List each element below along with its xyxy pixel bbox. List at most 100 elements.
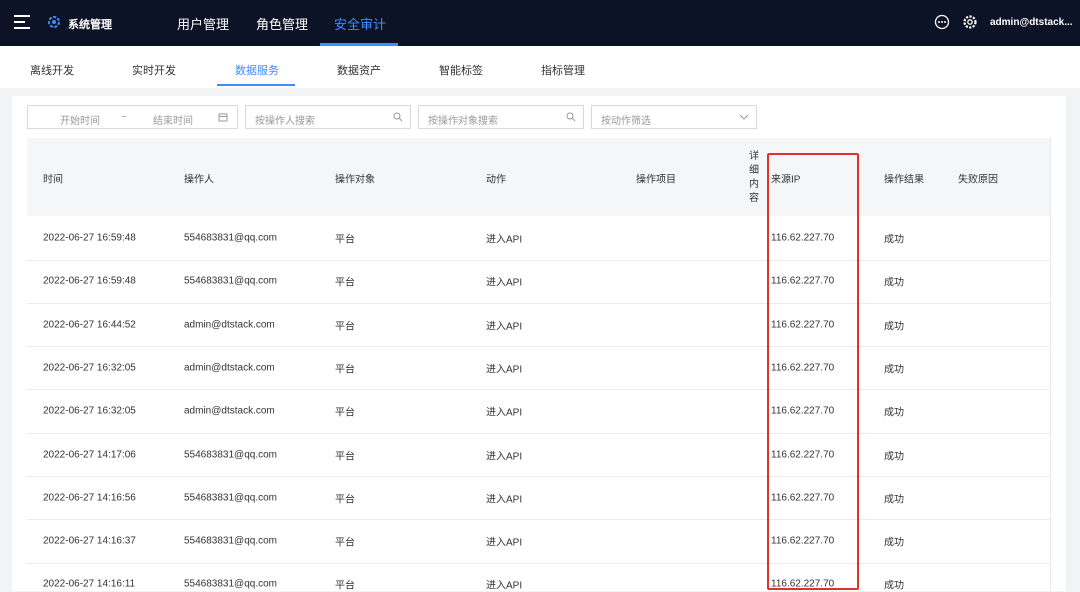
cell: 平台 — [335, 537, 355, 549]
highlight-box — [767, 153, 859, 590]
cell: 2022-06-27 16:32:05 — [43, 405, 136, 417]
column-header: 时间 — [43, 174, 63, 186]
cell: 进入API — [486, 277, 523, 289]
cell: 平台 — [335, 234, 355, 246]
cell: 554683831@qq.com — [184, 578, 277, 590]
cell: 成功 — [884, 580, 904, 592]
nav-underline — [320, 43, 398, 46]
row-divider — [27, 476, 1050, 477]
cell: 平台 — [335, 277, 355, 289]
settings-icon[interactable] — [962, 14, 978, 30]
cell: 116.62.227.70 — [771, 232, 835, 244]
nav-item-active[interactable]: 安全审计 — [334, 17, 387, 32]
start-placeholder: 开始时间 — [60, 116, 100, 127]
cell: 116.62.227.70 — [771, 578, 835, 590]
target-search[interactable]: 按操作对象搜索 — [418, 105, 584, 129]
menu-icon[interactable] — [14, 15, 30, 29]
nav-item[interactable]: 用户管理 — [177, 17, 230, 32]
cell: 116.62.227.70 — [771, 535, 835, 547]
cell: admin@dtstack.com — [184, 405, 275, 417]
cell: 2022-06-27 16:59:48 — [43, 275, 136, 287]
cell: 2022-06-27 14:16:37 — [43, 535, 136, 547]
column-header: 操作结果 — [884, 174, 924, 186]
system-icon — [48, 16, 60, 28]
row-divider — [27, 432, 1050, 434]
range-separator: ~ — [121, 112, 127, 123]
cell: 2022-06-27 16:59:48 — [43, 232, 136, 244]
column-header: 操作对象 — [335, 174, 375, 186]
table-edge — [1050, 138, 1051, 591]
cell: 116.62.227.70 — [771, 492, 835, 504]
cell: 平台 — [335, 494, 355, 506]
date-range[interactable]: 开始时间 ~ 结束时间 — [27, 105, 238, 129]
cell: 进入API — [486, 364, 523, 376]
tab[interactable]: 智能标签 — [439, 65, 483, 77]
cell: 平台 — [335, 364, 355, 376]
system-title: 系统管理 — [68, 19, 112, 31]
user-name[interactable]: admin@dtstack... — [990, 17, 1073, 28]
column-header: 操作人 — [184, 174, 214, 186]
cell: 554683831@qq.com — [184, 232, 277, 244]
cell: 成功 — [884, 494, 904, 506]
cell: 2022-06-27 14:17:06 — [43, 449, 136, 460]
cell: 平台 — [335, 407, 355, 419]
column-header: 操作项目 — [636, 174, 676, 186]
cell: 554683831@qq.com — [184, 275, 277, 287]
tab[interactable]: 离线开发 — [30, 65, 74, 77]
cell: 成功 — [884, 364, 904, 376]
row-divider — [27, 519, 1050, 521]
tab[interactable]: 实时开发 — [132, 65, 176, 77]
cell: 进入API — [486, 537, 523, 549]
cell: 554683831@qq.com — [184, 449, 277, 460]
cell: 成功 — [884, 234, 904, 246]
cell: 进入API — [486, 234, 523, 246]
placeholder: 按操作对象搜索 — [428, 116, 498, 127]
tab[interactable]: 数据资产 — [337, 65, 381, 77]
cell: 进入API — [486, 451, 523, 462]
column-header: 来源IP — [771, 174, 801, 186]
tab-active[interactable]: 数据服务 — [235, 65, 279, 77]
cell: 116.62.227.70 — [771, 449, 835, 460]
row-divider — [27, 389, 1050, 391]
cell: 成功 — [884, 277, 904, 289]
placeholder: 按动作筛选 — [601, 116, 651, 127]
column-header: 详细内容 — [749, 151, 759, 204]
column-header: 动作 — [486, 174, 506, 186]
cell: 成功 — [884, 321, 904, 333]
search-icon — [393, 112, 403, 122]
message-icon[interactable] — [934, 14, 950, 30]
cell: 116.62.227.70 — [771, 362, 835, 374]
chevron-icon — [739, 114, 749, 120]
top-bar: 系统管理 用户管理 角色管理 安全审计 admin@dtstack... — [0, 0, 1080, 46]
tab[interactable]: 指标管理 — [541, 65, 585, 77]
cell: 进入API — [486, 407, 523, 419]
cell: 2022-06-27 16:44:52 — [43, 319, 136, 331]
tab-bar — [0, 46, 1080, 88]
cell: 进入API — [486, 494, 523, 506]
cell: admin@dtstack.com — [184, 362, 275, 374]
row-divider — [27, 259, 1050, 261]
cell: 进入API — [486, 580, 523, 592]
end-placeholder: 结束时间 — [153, 116, 193, 127]
cell: 116.62.227.70 — [771, 275, 835, 287]
operator-search[interactable]: 按操作人搜索 — [245, 105, 411, 129]
table-header — [27, 138, 1050, 216]
cell: admin@dtstack.com — [184, 319, 275, 331]
cell: 2022-06-27 16:32:05 — [43, 362, 136, 374]
cell: 2022-06-27 14:16:11 — [43, 578, 136, 590]
action-select[interactable]: 按动作筛选 — [591, 105, 757, 129]
row-divider — [27, 562, 1050, 564]
column-header: 失败原因 — [958, 174, 998, 186]
cell: 554683831@qq.com — [184, 535, 277, 547]
cell: 2022-06-27 14:16:56 — [43, 492, 136, 504]
tab-underline — [217, 84, 295, 86]
cell: 116.62.227.70 — [771, 319, 835, 331]
cell: 554683831@qq.com — [184, 492, 277, 504]
calendar-icon — [218, 113, 228, 122]
cell: 平台 — [335, 321, 355, 333]
search-icon — [566, 112, 576, 122]
cell: 成功 — [884, 451, 904, 462]
cell: 成功 — [884, 407, 904, 419]
nav-item[interactable]: 角色管理 — [256, 17, 309, 32]
